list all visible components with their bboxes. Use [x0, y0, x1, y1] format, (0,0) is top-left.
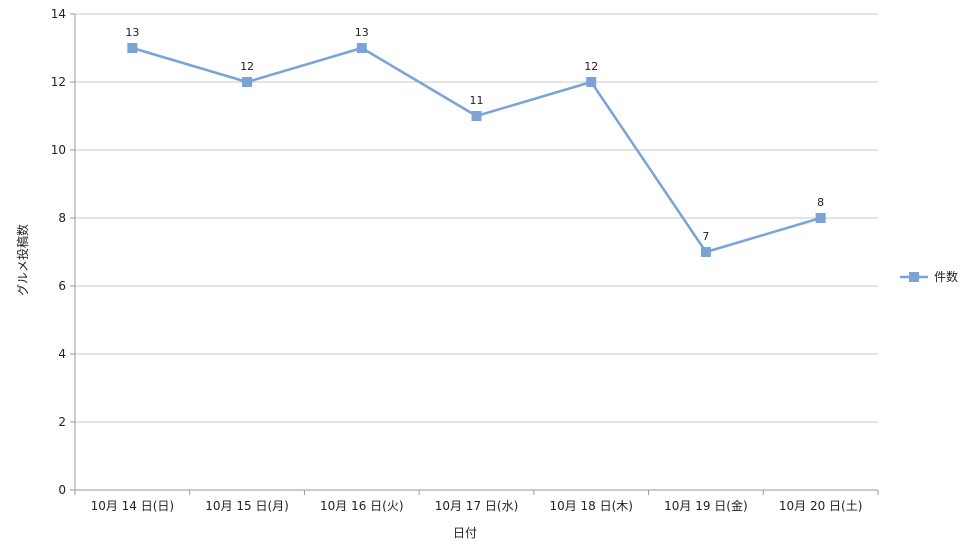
gridlines: [75, 13, 878, 423]
series-group: [127, 43, 826, 257]
y-tick-label: 6: [58, 279, 66, 293]
data-point: [586, 77, 597, 87]
x-tick-label: 10月 18 日(木): [549, 499, 633, 513]
y-tick-label: 0: [58, 483, 66, 497]
x-tick-labels: 10月 14 日(日) 10月 15 日(月) 10月 16 日(火) 10月 17 …: [91, 498, 863, 513]
data-label: 8: [817, 196, 824, 209]
data-point: [242, 77, 253, 87]
x-axis-title: 日付: [453, 526, 477, 540]
y-tick-labels: 0 2 4 6 8 10 12 14: [51, 7, 66, 497]
axes: [70, 13, 879, 495]
legend-label: 件数: [934, 269, 958, 284]
x-tick-label: 10月 16 日(火): [320, 499, 404, 513]
y-tick-label: 2: [58, 415, 66, 429]
data-label: 13: [355, 26, 369, 39]
data-point: [471, 111, 482, 121]
data-label: 7: [702, 230, 709, 243]
data-label: 11: [470, 94, 484, 107]
x-tick-label: 10月 14 日(日): [91, 499, 175, 513]
legend-marker: [909, 272, 919, 282]
data-label: 12: [584, 60, 598, 73]
legend: 件数: [900, 269, 958, 284]
x-tick-label: 10月 20 日(土): [779, 499, 863, 513]
data-labels: 13 12 13 11 12 7 8: [125, 26, 824, 243]
y-tick-label: 12: [51, 75, 66, 89]
y-tick-label: 10: [51, 143, 66, 157]
data-point: [815, 213, 826, 223]
data-point: [700, 247, 711, 257]
data-point: [356, 43, 367, 53]
x-tick-label: 10月 19 日(金): [664, 498, 748, 513]
x-tick-label: 10月 17 日(水): [435, 499, 519, 513]
data-point: [127, 43, 138, 53]
y-axis-title: グルメ投稿数: [15, 224, 30, 296]
y-tick-label: 14: [51, 7, 66, 21]
data-label: 12: [240, 60, 254, 73]
y-tick-label: 8: [58, 211, 66, 225]
y-tick-label: 4: [58, 347, 66, 361]
x-tick-label: 10月 15 日(月): [205, 499, 289, 513]
data-label: 13: [125, 26, 139, 39]
